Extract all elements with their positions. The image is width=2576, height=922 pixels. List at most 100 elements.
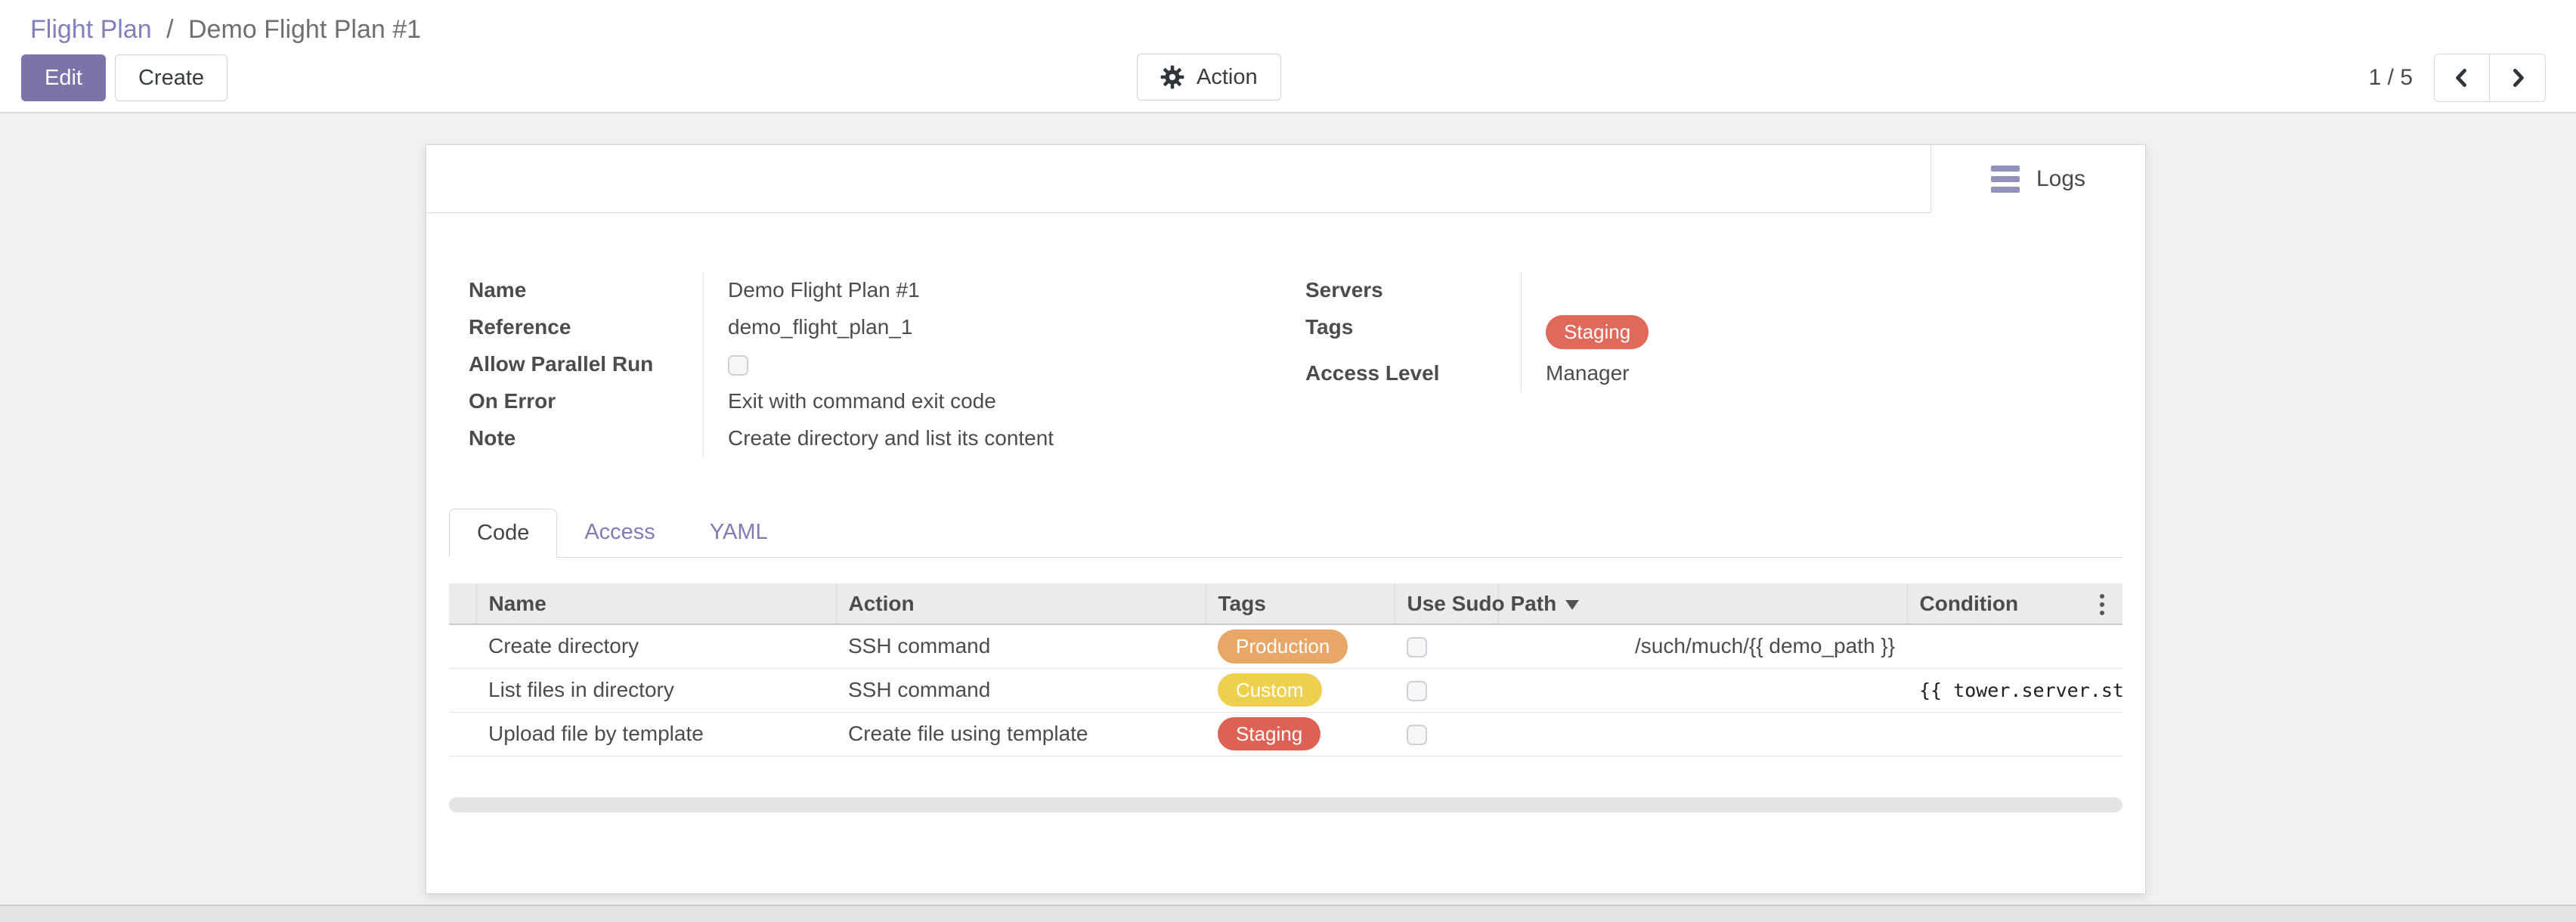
use-sudo-checkbox[interactable]: [1407, 637, 1427, 658]
action-menu-label: Action: [1197, 64, 1258, 89]
use-sudo-checkbox[interactable]: [1407, 725, 1427, 746]
field-tags: Tags Staging: [1305, 309, 2122, 355]
field-servers: Servers: [1305, 272, 2122, 309]
card-body: Name Demo Flight Plan #1 Reference demo_…: [426, 213, 2145, 893]
breadcrumb-current: Demo Flight Plan #1: [188, 15, 422, 44]
field-name: Name Demo Flight Plan #1: [469, 272, 1286, 309]
field-label: On Error: [469, 389, 556, 413]
tag-badge: Custom: [1218, 673, 1322, 707]
command-lines-table: Name Action Tags Use Sudo Path Condition: [449, 583, 2122, 756]
field-value: demo_flight_plan_1: [703, 309, 1286, 346]
table-row[interactable]: Upload file by template Create file usin…: [449, 712, 2122, 756]
column-header-name[interactable]: Name: [475, 583, 836, 625]
table-row[interactable]: Create directory SSH command Production …: [449, 624, 2122, 669]
field-label: Allow Parallel Run: [469, 352, 654, 376]
cell-path: /such/much/{{ demo_path }}: [1498, 624, 1907, 669]
field-label: Tags: [1305, 315, 1354, 339]
top-bar: Flight Plan / Demo Flight Plan #1 Edit C…: [0, 0, 2576, 113]
cell-tags: Staging: [1206, 712, 1395, 756]
cell-condition: {{ tower.server.st: [1907, 668, 2122, 713]
pager-previous-button[interactable]: [2434, 54, 2490, 102]
pager-next-button[interactable]: [2490, 54, 2546, 102]
table-header-row: Name Action Tags Use Sudo Path Condition: [449, 583, 2122, 625]
control-bar: Edit Create Action 1 / 5: [0, 49, 2576, 107]
breadcrumb-parent-link[interactable]: Flight Plan: [30, 15, 152, 44]
field-access-level: Access Level Manager: [1305, 354, 2122, 392]
breadcrumb-separator: /: [166, 15, 174, 44]
field-value: Demo Flight Plan #1: [703, 272, 1286, 309]
field-allow-parallel-run: Allow Parallel Run: [469, 346, 1286, 383]
pager-buttons: [2434, 54, 2546, 102]
column-header-condition[interactable]: Condition: [1906, 583, 2122, 625]
field-value: [1521, 272, 2122, 309]
cell-name: Upload file by template: [476, 712, 836, 756]
column-header-path-label: Path: [1510, 591, 1557, 615]
cell-handle: [449, 668, 476, 713]
field-note: Note Create directory and list its conte…: [469, 420, 1286, 457]
cell-name: List files in directory: [476, 668, 836, 713]
sort-desc-icon: [1565, 599, 1580, 610]
field-reference: Reference demo_flight_plan_1: [469, 309, 1286, 346]
horizontal-scrollbar[interactable]: [449, 797, 2122, 812]
optional-columns-toggle[interactable]: [2091, 592, 2113, 617]
form-card: Logs Name Demo Flight Plan #1 Reference …: [426, 144, 2146, 894]
field-value: [703, 346, 1286, 383]
create-button[interactable]: Create: [114, 54, 228, 101]
bottom-edge-strip: [0, 905, 2576, 922]
column-header-tags[interactable]: Tags: [1205, 583, 1395, 625]
form-group-right: Servers Tags Staging Access Level Manage…: [1286, 272, 2122, 457]
table-row[interactable]: List files in directory SSH command Cust…: [449, 668, 2122, 713]
logs-stat-button[interactable]: Logs: [1930, 145, 2145, 213]
command-lines-table-wrap: Name Action Tags Use Sudo Path Condition: [449, 583, 2122, 756]
action-menu-button[interactable]: Action: [1137, 54, 1281, 101]
form-fields: Name Demo Flight Plan #1 Reference demo_…: [449, 213, 2122, 457]
column-header-use-sudo[interactable]: Use Sudo: [1394, 583, 1505, 625]
logs-button-label: Logs: [2036, 166, 2086, 191]
field-label: Servers: [1305, 278, 1383, 302]
field-label: Reference: [469, 315, 571, 339]
cell-path: [1498, 712, 1907, 756]
column-handle: [449, 583, 476, 625]
breadcrumb: Flight Plan / Demo Flight Plan #1: [0, 0, 2576, 45]
form-group-left: Name Demo Flight Plan #1 Reference demo_…: [449, 272, 1286, 457]
cell-path: [1498, 668, 1907, 713]
allow-parallel-run-checkbox[interactable]: [728, 355, 748, 376]
column-header-action[interactable]: Action: [835, 583, 1206, 625]
cell-action: SSH command: [836, 668, 1206, 713]
use-sudo-checkbox[interactable]: [1407, 681, 1427, 702]
tab-access[interactable]: Access: [584, 520, 655, 544]
cell-use-sudo: [1395, 668, 1498, 713]
column-header-path[interactable]: Path: [1497, 583, 1907, 625]
cell-tags: Custom: [1206, 668, 1395, 713]
list-icon: [1990, 166, 2020, 193]
cell-action: Create file using template: [836, 712, 1206, 756]
cell-name: Create directory: [476, 624, 836, 669]
cell-use-sudo: [1395, 712, 1498, 756]
field-label: Access Level: [1305, 360, 1440, 385]
field-value: Exit with command exit code: [703, 383, 1286, 420]
field-value: Staging: [1521, 309, 2122, 355]
field-label: Note: [469, 426, 516, 450]
tag-badge: Staging: [1546, 315, 1649, 349]
cell-use-sudo: [1395, 624, 1498, 669]
edit-button[interactable]: Edit: [21, 54, 106, 101]
tab-code[interactable]: Code: [449, 509, 558, 558]
field-value: Create directory and list its content: [703, 420, 1286, 457]
pager-value: 1 / 5: [2368, 65, 2413, 90]
notebook-tabs: Code Access YAML: [449, 509, 2122, 558]
tab-yaml[interactable]: YAML: [709, 520, 768, 544]
cell-tags: Production: [1206, 624, 1395, 669]
cell-handle: [449, 712, 476, 756]
chevron-right-icon: [2513, 69, 2524, 87]
cell-action: SSH command: [836, 624, 1206, 669]
card-header: Logs: [426, 145, 2145, 213]
tag-badge: Staging: [1218, 716, 1321, 751]
cell-handle: [449, 624, 476, 669]
cell-condition: [1907, 712, 2122, 756]
cell-condition: [1907, 624, 2122, 669]
field-value: Manager: [1521, 354, 2122, 392]
pager: 1 / 5: [2369, 54, 2546, 102]
page-background: Logs Name Demo Flight Plan #1 Reference …: [0, 115, 2576, 922]
field-on-error: On Error Exit with command exit code: [469, 383, 1286, 420]
field-label: Name: [469, 278, 527, 302]
